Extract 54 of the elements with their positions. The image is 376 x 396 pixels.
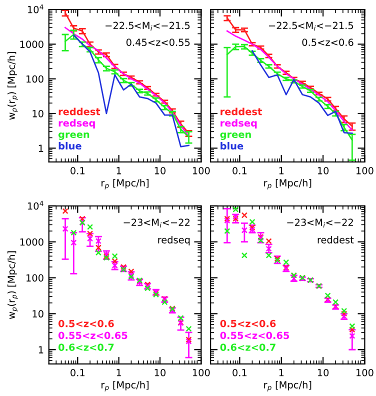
x-tick-label: 100 — [192, 368, 210, 376]
y-tick-label: 100 — [26, 75, 44, 83]
x-tick-label: 0.1 — [70, 368, 84, 376]
x-tick-label: 1 — [116, 167, 122, 174]
annotation: reddest — [318, 236, 354, 244]
text: blue — [58, 142, 82, 150]
x-axis-title: r$_{p}$ [Mpc/h] — [264, 380, 312, 392]
text: 0.6<z<0.7 — [220, 344, 276, 351]
annotation: −23<M$_{i}$<−22 — [124, 218, 190, 228]
x-tick-label: 100 — [356, 368, 374, 376]
x-tick-label: 1 — [116, 369, 122, 376]
x-tick-label: 1 — [279, 167, 284, 174]
text: redseq — [220, 119, 257, 129]
text: 0.6<z<0.7 — [58, 344, 114, 351]
x-tick-label: 10 — [154, 368, 166, 376]
annotation: −22.5<M$_{i}$<−21.5 — [269, 22, 354, 31]
annotation: 0.5<z<0.6 — [302, 38, 354, 46]
x-tick-label: 0.1 — [232, 166, 247, 174]
text: blue — [220, 142, 244, 150]
x-tick-label: 10 — [318, 368, 329, 376]
x-tick-label: 0.1 — [232, 368, 247, 376]
x-tick-label: 1 — [279, 369, 284, 376]
text: green — [58, 132, 90, 140]
y-tick-label: 10 — [32, 310, 44, 318]
x-tick-label: 100 — [356, 166, 374, 174]
annotation: −22.5<M$_{i}$<−21.5 — [106, 22, 190, 31]
y-tick-label: 10$^{4}$ — [28, 200, 44, 210]
annotation: 0.45<z<0.55 — [126, 38, 190, 46]
x-tick-label: 0.1 — [70, 166, 84, 174]
text: 0.5<z<0.6 — [220, 320, 276, 328]
x-axis-title: r$_{p}$ [Mpc/h] — [264, 179, 312, 190]
y-tick-label: 1 — [38, 346, 44, 354]
x-tick-label: 10 — [318, 166, 329, 174]
x-axis-title: r$_{p}$ [Mpc/h] — [102, 380, 149, 392]
annotation: −23<M$_{i}$<−22 — [287, 218, 353, 228]
text: reddest — [58, 108, 100, 116]
y-tick-label: 10$^{4}$ — [28, 4, 44, 14]
x-tick-label: 10 — [154, 166, 166, 174]
text: redseq — [58, 119, 95, 129]
x-tick-label: 100 — [192, 166, 210, 174]
text: 0.55<z<0.65 — [58, 332, 128, 340]
text: 0.5<z<0.6 — [58, 320, 114, 328]
x-axis-title: r$_{p}$ [Mpc/h] — [102, 179, 149, 190]
y-tick-label: 1 — [38, 144, 44, 152]
annotation: redseq — [158, 236, 190, 246]
text: reddest — [220, 108, 262, 116]
y-tick-label: 100 — [26, 274, 44, 282]
y-tick-label: 10 — [32, 110, 44, 118]
y-tick-label: 1000 — [20, 238, 44, 246]
y-tick-label: 1000 — [20, 40, 44, 48]
text: green — [220, 132, 251, 140]
text: 0.55<z<0.65 — [220, 332, 290, 340]
y-axis-title: w$_{p}$(r$_{p}$) [Mpc/h] — [7, 251, 18, 319]
y-axis-title: w$_{p}$(r$_{p}$) [Mpc/h] — [7, 52, 18, 120]
